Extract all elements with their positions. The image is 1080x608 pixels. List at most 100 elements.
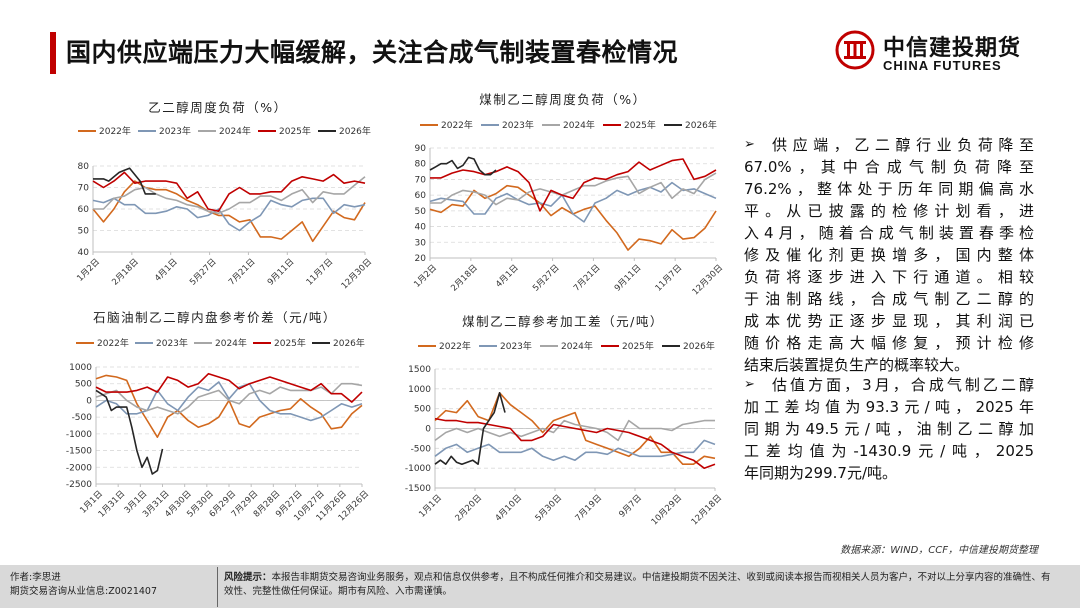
legend-label: 2025年 xyxy=(279,125,311,137)
legend-label: 2023年 xyxy=(502,119,534,131)
x-tick-label: 7月19日 xyxy=(574,493,605,524)
commentary-line: 供应端，乙二醇行业负荷降至 xyxy=(772,136,1034,154)
arrow-bullet-icon: ➢ xyxy=(744,377,755,392)
x-tick-label: 12月18日 xyxy=(690,493,724,527)
data-source-note: 数据来源：WIND，CCF，中信建投期货整理 xyxy=(840,545,1038,556)
x-tick-label: 12月30日 xyxy=(691,263,725,297)
x-tick-label: 9月11日 xyxy=(613,263,644,294)
legend-label: 2024年 xyxy=(215,337,247,349)
y-tick-label: 70 xyxy=(78,184,90,194)
chart-2: 煤制乙二醇周度负荷（%） 2022年 2023年 2024年 2025年 2026年 20 3… xyxy=(412,92,725,297)
series-line-2026 xyxy=(95,389,164,475)
risk-text: 本报告非期货交易咨询业务服务，观点和信息仅供参考，且不构成任何推介和交易建议。中… xyxy=(224,572,1051,597)
x-tick-label: 5月27日 xyxy=(188,257,219,288)
y-tick-label: -1000 xyxy=(66,430,92,440)
y-tick-label: -500 xyxy=(72,413,93,423)
x-tick-label: 11月7日 xyxy=(305,257,336,288)
legend-label: 2025年 xyxy=(274,337,306,349)
y-tick-label: -1500 xyxy=(66,447,92,457)
legend-label: 2023年 xyxy=(156,337,188,349)
chart-1: 乙二醇周度负荷（%） 2022年 2023年 2024年 2025年 2026年 40 50 6… xyxy=(75,100,374,291)
chart-3: 石脑油制乙二醇内盘参考价差（元/吨） 2022年 2023年 2024年 2025年 20… xyxy=(66,310,371,523)
x-tick-label: 7月21日 xyxy=(572,263,603,294)
y-tick-label: 40 xyxy=(415,223,427,233)
y-tick-label: 500 xyxy=(414,405,431,415)
y-tick-label: -1500 xyxy=(405,484,431,494)
legend-label: 2024年 xyxy=(563,119,595,131)
logo-text-en: CHINA FUTURES xyxy=(883,58,1002,73)
y-tick-label: 1000 xyxy=(408,385,431,395)
x-tick-label: 7月21日 xyxy=(227,257,258,288)
series-line-2024 xyxy=(93,176,366,215)
logo-emblem-icon xyxy=(835,30,875,70)
legend-label: 2026年 xyxy=(333,337,365,349)
y-tick-label: 90 xyxy=(415,144,427,154)
chart-title: 煤制乙二醇周度负荷（%） xyxy=(479,92,646,107)
y-tick-label: 60 xyxy=(78,205,90,215)
commentary-line: 于油制路线，合成气制乙二醇的 xyxy=(744,290,1034,308)
bullet-text: 供应端，乙二醇行业负荷降至 67.0%，其中合成气制负荷降至 76.2%，整体处于历… xyxy=(744,134,1034,376)
x-tick-label: 2月18日 xyxy=(449,263,480,294)
commentary-line: 平。从已披露的检修计划看，进 xyxy=(744,202,1034,220)
commentary-line: 67.0%，其中合成气制负荷降至 xyxy=(744,158,1034,176)
license-number: 期货交易咨询从业信息:Z0021407 xyxy=(10,586,158,597)
series-line-2025 xyxy=(430,158,717,212)
series-line-2024 xyxy=(95,382,363,415)
legend-label: 2024年 xyxy=(561,340,593,352)
y-tick-label: -2500 xyxy=(66,480,92,490)
series-line-2026 xyxy=(93,167,156,195)
charts-area: 乙二醇周度负荷（%） 2022年 2023年 2024年 2025年 2026年 40 50 6… xyxy=(66,92,725,527)
y-tick-label: 1000 xyxy=(69,363,92,373)
y-tick-label: 50 xyxy=(78,227,90,237)
x-tick-label: 9月11日 xyxy=(266,257,297,288)
x-tick-label: 4月1日 xyxy=(153,257,180,284)
x-tick-label: 5月30日 xyxy=(534,493,565,524)
y-tick-label: 60 xyxy=(415,191,427,201)
x-tick-label: 10月29日 xyxy=(650,493,684,527)
x-tick-label: 2月18日 xyxy=(110,257,141,288)
legend-label: 2022年 xyxy=(97,337,129,349)
series-line-2024 xyxy=(430,172,717,206)
legend-label: 2026年 xyxy=(683,340,715,352)
risk-disclaimer: 风险提示：本报告非期货交易咨询业务服务，观点和信息仅供参考，且不构成任何推介和交… xyxy=(224,571,1054,599)
author-name: 作者:李思进 xyxy=(10,572,61,583)
series-line-2026 xyxy=(429,156,497,176)
commentary-line: 76.2%，整体处于历年同期偏高水 xyxy=(744,180,1034,198)
y-tick-label: -2000 xyxy=(66,463,92,473)
footer-divider xyxy=(217,567,218,607)
y-tick-label: 50 xyxy=(415,207,427,217)
legend-label: 2022年 xyxy=(99,125,131,137)
series-line-2026 xyxy=(434,391,506,466)
y-tick-label: 1500 xyxy=(408,365,431,375)
y-tick-label: 0 xyxy=(425,425,431,435)
commentary-line: 工差均值为-1430.9元/吨，2025 xyxy=(744,442,1034,460)
series-line-2025 xyxy=(434,417,716,470)
title-accent-bar xyxy=(50,32,56,74)
commentary-line: 估值方面，3月，合成气制乙二醇 xyxy=(772,376,1034,394)
series-line-2023 xyxy=(429,181,717,223)
commentary-line: 年同期为299.7元/吨。 xyxy=(744,464,897,482)
chart-title: 煤制乙二醇参考加工差（元/吨） xyxy=(462,314,664,329)
commentary-bullet-supply: ➢ 供应端，乙二醇行业负荷降至 67.0%，其中合成气制负荷降至 76.2%，整体处… xyxy=(744,134,1034,376)
chart-title: 石脑油制乙二醇内盘参考价差（元/吨） xyxy=(93,310,337,325)
footer: 作者:李思进 期货交易咨询从业信息:Z0021407 风险提示：本报告非期货交易… xyxy=(0,565,1080,608)
y-tick-label: 20 xyxy=(415,254,427,264)
commentary-line: 负荷将逐步进入下行通道。相较 xyxy=(744,268,1034,286)
legend-label: 2024年 xyxy=(219,125,251,137)
commentary-line: 结束后装置提负生产的概率较大。 xyxy=(744,356,970,374)
x-tick-label: 4月10日 xyxy=(494,493,525,524)
x-tick-label: 2月20日 xyxy=(454,493,485,524)
y-tick-label: 70 xyxy=(415,175,427,185)
series-line-2022 xyxy=(434,391,716,466)
series-line-2023 xyxy=(434,439,716,462)
y-tick-label: 30 xyxy=(415,238,427,248)
y-tick-label: 80 xyxy=(415,160,427,170)
x-tick-label: 5月27日 xyxy=(531,263,562,294)
commentary-line: 入4月，随着合成气制装置春季检 xyxy=(744,224,1034,242)
y-tick-label: -1000 xyxy=(405,464,431,474)
chart-4: 煤制乙二醇参考加工差（元/吨） 2022年 2023年 2024年 2025年 2026年… xyxy=(405,314,724,527)
y-tick-label: 500 xyxy=(75,380,92,390)
legend-label: 2025年 xyxy=(622,340,654,352)
x-tick-label: 4月1日 xyxy=(494,263,521,290)
logo-text-cn: 中信建投期货 xyxy=(883,36,1022,61)
